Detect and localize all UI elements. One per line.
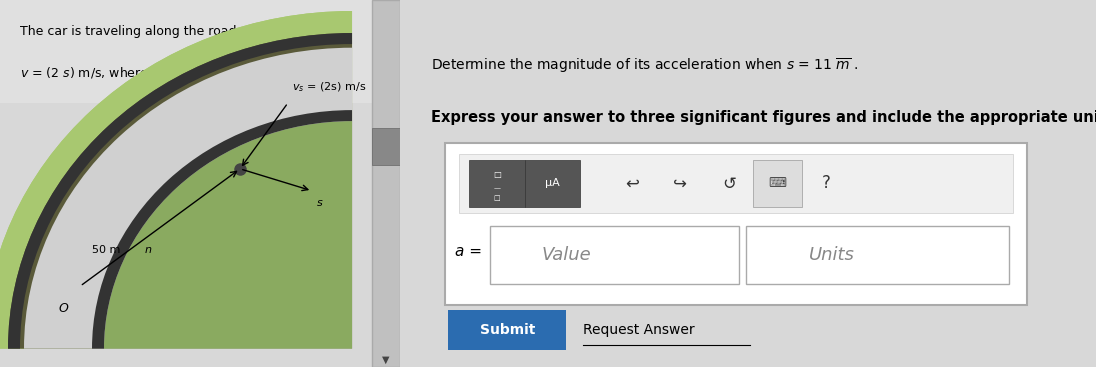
FancyBboxPatch shape	[448, 310, 567, 350]
Wedge shape	[24, 48, 352, 349]
Text: —: —	[493, 185, 501, 191]
Wedge shape	[8, 33, 352, 349]
FancyBboxPatch shape	[445, 143, 1027, 305]
FancyBboxPatch shape	[372, 0, 400, 367]
Text: Units: Units	[809, 246, 855, 264]
Text: $n$: $n$	[144, 245, 152, 255]
Text: □: □	[493, 195, 500, 201]
Text: ↩: ↩	[625, 174, 639, 193]
Text: ?: ?	[821, 174, 831, 193]
Text: $s$: $s$	[316, 198, 323, 208]
Wedge shape	[8, 33, 352, 349]
Text: ↺: ↺	[722, 174, 735, 193]
Text: ⌨: ⌨	[768, 177, 786, 190]
Text: $O$: $O$	[58, 302, 70, 315]
Text: ▼: ▼	[383, 355, 390, 365]
FancyBboxPatch shape	[490, 226, 740, 284]
FancyBboxPatch shape	[746, 226, 1009, 284]
Text: Determine the magnitude of its acceleration when $s$ = 11 $\overline{m}$ .: Determine the magnitude of its accelerat…	[431, 57, 859, 75]
Text: Submit: Submit	[480, 323, 535, 337]
Wedge shape	[92, 110, 352, 349]
Wedge shape	[0, 11, 352, 349]
Text: The car is traveling along the road with a speed of: The car is traveling along the road with…	[20, 25, 336, 38]
FancyBboxPatch shape	[372, 128, 400, 165]
Text: $v$ = (2 $s$) m/s, where $s$ is in meters. (Figure 1): $v$ = (2 $s$) m/s, where $s$ is in meter…	[20, 65, 306, 82]
Text: Express your answer to three significant figures and include the appropriate uni: Express your answer to three significant…	[431, 110, 1096, 125]
Text: $v_s$ = (2s) m/s: $v_s$ = (2s) m/s	[292, 80, 366, 94]
Text: ↪: ↪	[673, 174, 687, 193]
Text: □: □	[493, 170, 501, 179]
Wedge shape	[104, 121, 352, 349]
FancyBboxPatch shape	[469, 160, 525, 207]
Text: 50 m: 50 m	[92, 245, 121, 255]
Text: Value: Value	[541, 246, 592, 264]
Text: Request Answer: Request Answer	[583, 323, 695, 337]
Text: μA: μA	[545, 178, 560, 189]
Wedge shape	[0, 11, 352, 349]
FancyBboxPatch shape	[525, 160, 580, 207]
FancyBboxPatch shape	[459, 154, 1013, 213]
Text: a =: a =	[455, 244, 482, 259]
FancyBboxPatch shape	[0, 0, 400, 103]
FancyBboxPatch shape	[753, 160, 801, 207]
